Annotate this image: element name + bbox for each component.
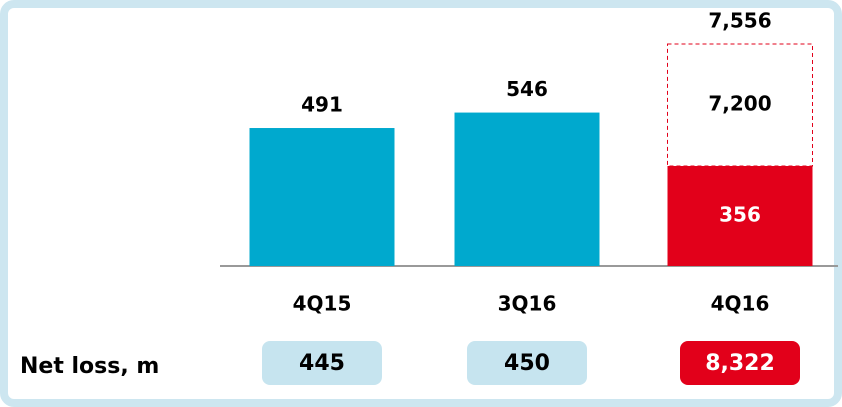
bar — [667, 43, 813, 167]
row-label: Net loss, m — [20, 354, 159, 379]
net-loss-pill — [262, 341, 382, 385]
bar — [454, 112, 600, 267]
net-loss-value: 8,322 — [705, 351, 775, 376]
net-loss-pill — [680, 341, 800, 385]
total-label: 7,556 — [708, 9, 771, 33]
x-tick-label: 4Q15 — [293, 292, 352, 316]
x-tick-label: 4Q16 — [711, 292, 770, 316]
value-label: 7,200 — [708, 91, 771, 115]
net-loss-value: 445 — [299, 351, 345, 376]
net-loss-value: 450 — [504, 351, 550, 376]
net-loss-pill — [467, 341, 587, 385]
bar — [667, 165, 813, 266]
x-tick-label: 3Q16 — [498, 292, 557, 316]
value-label: 491 — [301, 93, 343, 117]
bar — [249, 128, 395, 266]
value-label: 546 — [506, 77, 548, 101]
value-label: 356 — [719, 202, 761, 226]
